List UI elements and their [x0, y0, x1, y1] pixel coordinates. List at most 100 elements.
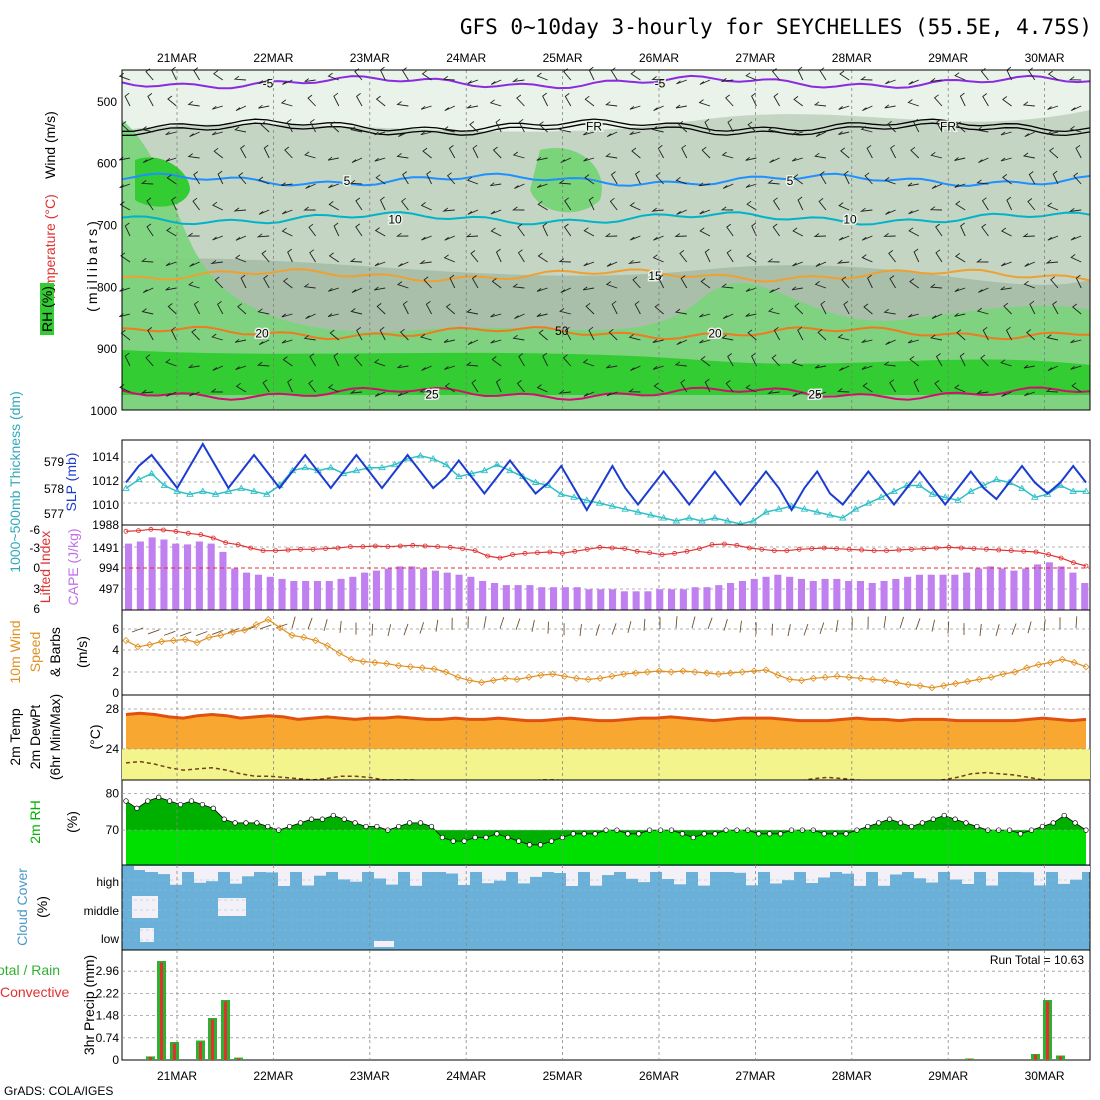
upper-barb-6-1 — [258, 104, 270, 109]
upper-barb-7-4 — [281, 182, 293, 187]
cloud-panel: high middle low Cloud Cover (%) — [14, 864, 1091, 951]
precip-conv-bar-5 — [211, 1019, 214, 1060]
upper-barb-19-4 — [558, 179, 571, 185]
wind-point-29 — [466, 676, 474, 684]
upper-barb-19-5 — [564, 197, 572, 211]
bottom-date-0: 21MAR — [157, 1069, 197, 1083]
upper-barb-15-7 — [470, 250, 479, 263]
upper-barb-36-0 — [954, 72, 966, 81]
upper-barb-27-4 — [745, 183, 757, 188]
thickness-point-54 — [813, 508, 821, 515]
upper-barb-18-2 — [538, 121, 548, 133]
li-point-47 — [709, 542, 715, 548]
upper-barb-29-11 — [791, 359, 803, 367]
upper-barb-16-10 — [490, 339, 502, 344]
upper-barb-13-0 — [421, 70, 432, 81]
thickness-point-38 — [608, 502, 617, 509]
upper-barb-3-4 — [193, 171, 200, 185]
li-point-69 — [983, 546, 989, 552]
upper-barb-9-2 — [329, 121, 340, 133]
li-point-4 — [173, 528, 179, 534]
upper-barb-24-7 — [679, 250, 688, 263]
upper-barb-15-9 — [466, 308, 479, 315]
rh2m-point-42 — [581, 831, 587, 837]
upper-barb-1-8 — [142, 287, 154, 294]
rh2m-point-26 — [406, 820, 413, 826]
upper-barb-38-6 — [1000, 227, 1012, 237]
upper-barb-24-0 — [676, 79, 687, 85]
upper-barb-12-3 — [396, 153, 409, 159]
wind10-barb-31 — [627, 621, 632, 633]
li-point-3 — [160, 527, 166, 533]
upper-barb-4-1 — [212, 105, 223, 110]
wind-point-64 — [880, 676, 889, 684]
upper-barb-38-7 — [1001, 261, 1012, 267]
upper-barb-14-4 — [446, 172, 456, 185]
cape-bar-55 — [774, 574, 782, 610]
upper-barb-38-2 — [1000, 131, 1012, 136]
cape-bar-54 — [762, 576, 770, 610]
rh2m-point-2 — [145, 798, 151, 804]
upper-barb-12-2 — [398, 131, 409, 138]
upper-barb-21-10 — [608, 328, 618, 341]
chart-title: GFS 0~10day 3-hourly for SEYCHELLES (55.… — [460, 15, 1092, 39]
wind10-barb-2 — [163, 630, 176, 636]
cloud-high-gap-75 — [1034, 866, 1046, 886]
upper-barb-29-6 — [792, 227, 804, 237]
upper-barb-11-11 — [373, 358, 386, 367]
upper-barb-18-3 — [536, 156, 548, 161]
upper-barb-10-9 — [350, 308, 363, 315]
upper-barb-30-6 — [813, 233, 827, 238]
wind-point-41 — [608, 672, 616, 680]
upper-barb-41-7 — [1070, 254, 1082, 263]
wind10-barb-22 — [483, 616, 487, 629]
upper-barb-36-1 — [959, 92, 966, 107]
precip-tick-4: 0 — [112, 1053, 119, 1067]
bottom-date-4: 25MAR — [543, 1069, 583, 1083]
upper-barb-28-9 — [767, 307, 780, 315]
thick-tick-1: 578 — [44, 482, 64, 496]
cape-bar-72 — [975, 568, 983, 610]
upper-barb-21-12 — [606, 391, 618, 397]
cloud-high-gap-9 — [242, 866, 254, 877]
cape-bar-48 — [691, 587, 699, 610]
wind10-barb-18 — [419, 622, 425, 634]
upper-barb-40-6 — [1047, 235, 1059, 241]
bottom-date-6: 27MAR — [735, 1069, 775, 1083]
cape-bar-77 — [1034, 564, 1042, 611]
rh2m-point-39 — [548, 838, 555, 844]
upper-barb-27-0 — [745, 72, 757, 81]
upper-barb-13-11 — [421, 365, 432, 371]
cape-bar-73 — [986, 566, 994, 610]
wind-point-4 — [169, 636, 177, 645]
thickness-point-30 — [506, 466, 514, 474]
upper-barb-5-3 — [240, 145, 247, 159]
wind10-barb-43 — [819, 622, 825, 635]
upper-barb-1-12 — [140, 389, 154, 394]
upper-barb-34-0 — [908, 79, 919, 85]
upper-barb-10-2 — [350, 126, 363, 133]
upper-barb-21-4 — [610, 171, 618, 185]
cape-bar-23 — [396, 566, 404, 610]
bottom-date-axis: 21MAR 22MAR 23MAR 24MAR 25MAR 26MAR 27MAR 28MAR… — [157, 1069, 1065, 1083]
isotherm-1 — [121, 118, 1091, 133]
upper-barb-32-8 — [867, 274, 873, 289]
rh2m-point-9 — [221, 816, 227, 822]
rh2m-point-51 — [679, 831, 686, 837]
precip-conv-bar-11 — [1059, 1056, 1062, 1060]
cloud-mid-gap-2 — [218, 898, 246, 916]
upper-barb-7-11 — [282, 356, 293, 367]
upper-barb-37-2 — [976, 126, 989, 133]
upper-barb-6-6 — [256, 233, 270, 238]
cape-bar-46 — [668, 589, 676, 611]
upper-barb-22-8 — [632, 276, 641, 289]
upper-barb-35-5 — [929, 206, 943, 211]
upper-barb-36-9 — [954, 312, 966, 317]
thickness-point-1 — [135, 475, 143, 482]
thickness-point-40 — [634, 508, 642, 515]
upper-barb-0-5 — [119, 201, 131, 211]
upper-barb-35-6 — [935, 223, 943, 237]
wind10-barb-13 — [339, 620, 342, 633]
cloud-high-gap-18 — [350, 866, 362, 882]
upper-barb-33-2 — [887, 120, 896, 133]
